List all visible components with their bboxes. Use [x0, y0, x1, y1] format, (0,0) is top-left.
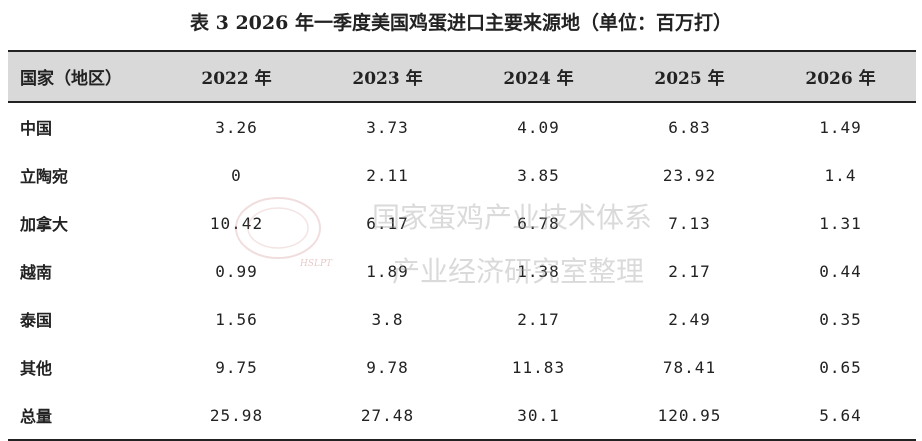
header-cell: 2023 年: [352, 69, 423, 89]
table-row: 加拿大 10.42 6.17 6.78 7.13 1.31: [8, 199, 916, 247]
cell: 27.48: [360, 405, 415, 425]
header-row: 国家（地区） 2022 年 2023 年 2024 年 2025 年 2026 年: [8, 51, 916, 102]
cell: 4.09: [517, 117, 560, 137]
table-row: 总量 25.98 27.48 30.1 120.95 5.64: [8, 391, 916, 440]
cell: 10.42: [209, 213, 264, 233]
cell: 2.49: [668, 309, 711, 329]
cell: 78.41: [662, 357, 717, 377]
cell: 1.31: [819, 213, 862, 233]
cell: 1.49: [819, 117, 862, 137]
cell: 25.98: [209, 405, 264, 425]
cell: 6.83: [668, 117, 711, 137]
header-cell: 国家（地区）: [20, 69, 122, 89]
table-row: 中国 3.26 3.73 4.09 6.83 1.49: [8, 102, 916, 151]
cell: 2.11: [366, 165, 409, 185]
cell: 2.17: [668, 261, 711, 281]
row-label: 其他: [20, 359, 53, 378]
table-title: 表 3 2026 年一季度美国鸡蛋进口主要来源地（单位：百万打）: [190, 12, 732, 34]
cell: 0.44: [819, 261, 862, 281]
cell: 6.17: [366, 213, 409, 233]
cell: 1.56: [215, 309, 258, 329]
header-cell: 2025 年: [654, 69, 725, 89]
data-table: 国家（地区） 2022 年 2023 年 2024 年 2025 年 2026 年 中国 3…: [8, 50, 916, 441]
header-cell: 2026 年: [805, 69, 876, 89]
cell: 9.78: [366, 357, 409, 377]
row-label: 越南: [20, 263, 53, 282]
cell: 1.4: [824, 165, 857, 185]
watermark-logo: HSLPT: [235, 197, 333, 269]
cell: 23.92: [662, 165, 717, 185]
cell: 2.17: [517, 309, 560, 329]
cell: 0: [231, 165, 242, 185]
cell: 7.13: [668, 213, 711, 233]
cell: 5.64: [819, 405, 862, 425]
row-label: 泰国: [20, 311, 53, 330]
cell: 1.38: [517, 261, 560, 281]
cell: 11.83: [511, 357, 566, 377]
row-label: 立陶宛: [20, 167, 69, 186]
cell: 1.89: [366, 261, 409, 281]
cell: 9.75: [215, 357, 258, 377]
cell: 3.85: [517, 165, 560, 185]
cell: 0.65: [819, 357, 862, 377]
table-body: 中国 3.26 3.73 4.09 6.83 1.49 立陶宛 0 2.11 3.85 23.92 1…: [8, 102, 916, 440]
row-label: 加拿大: [20, 215, 69, 234]
table-row: 越南 0.99 1.89 1.38 2.17 0.44: [8, 247, 916, 295]
table-row: 其他 9.75 9.78 11.83 78.41 0.65: [8, 343, 916, 391]
row-label: 中国: [20, 119, 53, 138]
header-cell: 2022 年: [201, 69, 272, 89]
watermark-logo-text: HSLPT: [299, 259, 333, 269]
row-label: 总量: [20, 407, 53, 426]
cell: 0.35: [819, 309, 862, 329]
cell: 3.26: [215, 117, 258, 137]
cell: 0.99: [215, 261, 258, 281]
cell: 3.8: [371, 309, 404, 329]
cell: 30.1: [517, 405, 560, 425]
cell: 120.95: [657, 405, 722, 425]
table-row: 泰国 1.56 3.8 2.17 2.49 0.35: [8, 295, 916, 343]
table-row: 立陶宛 0 2.11 3.85 23.92 1.4: [8, 151, 916, 199]
cell: 6.78: [517, 213, 560, 233]
cell: 3.73: [366, 117, 409, 137]
header-cell: 2024 年: [503, 69, 574, 89]
